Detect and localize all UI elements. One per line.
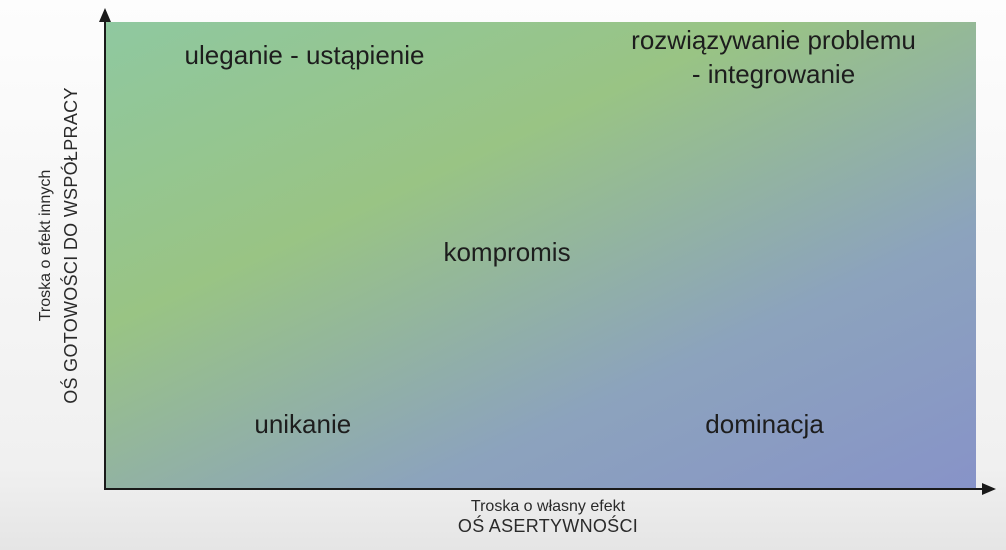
plot-area: uleganie - ustąpienie rozwiązywanie prob… — [104, 10, 992, 490]
y-axis-line — [104, 10, 106, 490]
x-axis-line — [104, 488, 994, 490]
label-bottom-left: unikanie — [193, 408, 413, 442]
y-axis-label-1: Troska o efekt innych — [34, 87, 58, 404]
conflict-styles-diagram: Troska o efekt innych OŚ GOTOWOŚCI DO WS… — [28, 10, 998, 505]
y-axis-label-group: Troska o efekt innych OŚ GOTOWOŚCI DO WS… — [28, 10, 90, 480]
x-axis-label-1: Troska o własny efekt — [104, 498, 992, 516]
label-top-right: rozwiązywanie problemu- integrowanie — [584, 24, 964, 92]
label-bottom-right: dominacja — [655, 408, 875, 442]
label-center: kompromis — [397, 236, 617, 270]
x-axis-label-group: Troska o własny efekt OŚ ASERTYWNOŚCI — [104, 498, 992, 537]
label-top-left: uleganie - ustąpienie — [140, 39, 470, 73]
y-axis-label-2: OŚ GOTOWOŚCI DO WSPÓŁPRACY — [58, 87, 85, 404]
x-axis-label-2: OŚ ASERTYWNOŚCI — [104, 516, 992, 537]
